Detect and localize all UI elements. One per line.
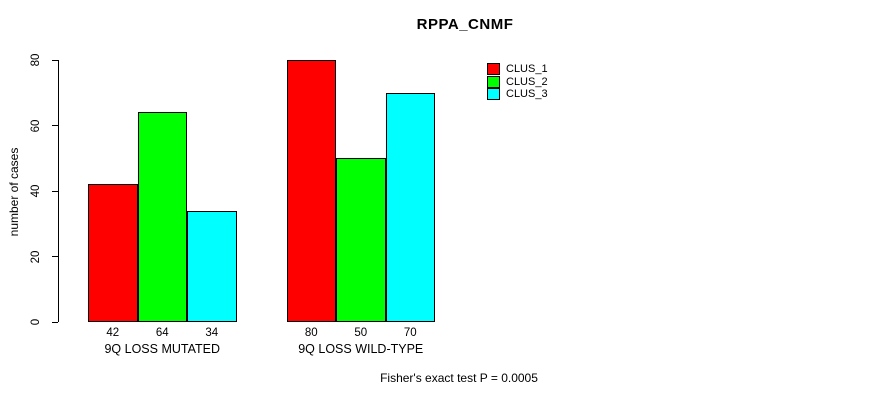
legend-swatch	[487, 63, 500, 76]
bar-value-label: 70	[403, 327, 417, 339]
bar-clus_2-group2	[336, 158, 386, 322]
y-axis-tick	[52, 190, 58, 192]
annotation-text: Fisher's exact test P = 0.0005	[380, 371, 538, 385]
bar-clus_3-group2	[385, 92, 435, 322]
legend-item: CLUS_2	[487, 75, 548, 89]
bar-clus_3-group1	[187, 210, 237, 322]
y-axis-tick-label: 0	[30, 318, 42, 326]
y-axis-tick	[52, 59, 58, 61]
legend-swatch	[487, 75, 500, 88]
y-axis-tick	[52, 125, 58, 126]
y-axis-line	[58, 60, 59, 322]
category-label: 9Q LOSS MUTATED	[104, 342, 221, 356]
bar-value-label: 34	[205, 327, 219, 339]
bar-clus_1-group1	[88, 184, 138, 322]
y-axis-tick-label: 60	[30, 119, 42, 132]
legend-item: CLUS_3	[487, 88, 548, 101]
bar-value-label: 50	[354, 327, 368, 339]
y-axis-tick	[52, 256, 58, 257]
category-label: 9Q LOSS WILD-TYPE	[298, 342, 424, 356]
legend-swatch	[487, 88, 500, 101]
y-axis-tick-label: 80	[30, 53, 42, 67]
bar-clus_1-group2	[286, 60, 336, 322]
bar-clus_2-group1	[137, 112, 187, 322]
y-axis-label: number of cases	[7, 147, 21, 237]
bar-value-label: 80	[304, 327, 318, 339]
legend-label: CLUS_1	[506, 63, 548, 76]
legend-label: CLUS_3	[506, 88, 548, 101]
y-axis-tick-label: 40	[30, 184, 42, 198]
legend: CLUS_1 CLUS_2 CLUS_3	[487, 63, 548, 101]
bar-value-label: 64	[155, 327, 169, 339]
y-axis-tick	[52, 321, 58, 323]
y-axis-tick-label: 20	[30, 250, 42, 263]
legend-item: CLUS_1	[487, 63, 548, 76]
chart-title: RPPA_CNMF	[416, 16, 514, 33]
bar-value-label: 42	[106, 327, 120, 339]
legend-label: CLUS_2	[506, 75, 548, 88]
